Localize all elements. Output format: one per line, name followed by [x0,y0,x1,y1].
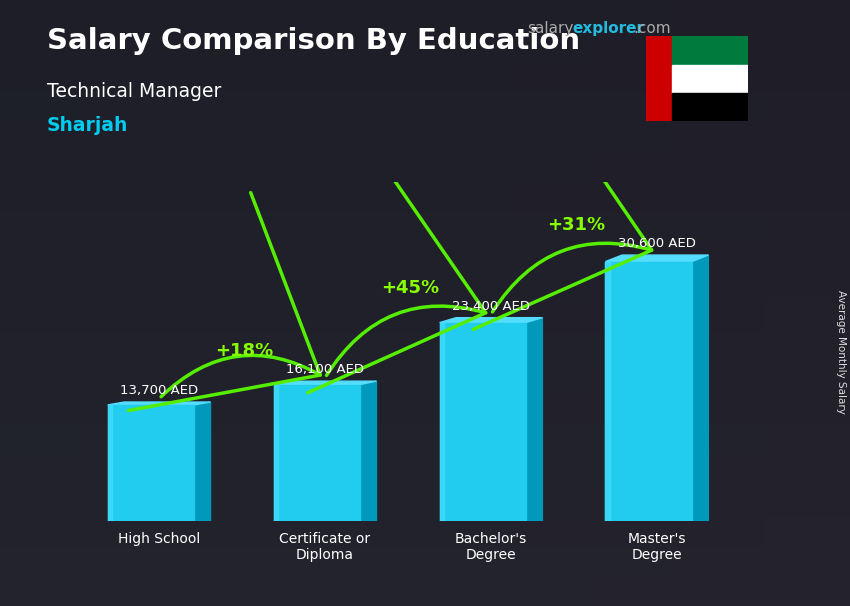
Bar [672,36,748,65]
Text: Salary Comparison By Education: Salary Comparison By Education [47,27,580,55]
FancyArrowPatch shape [473,89,652,330]
Polygon shape [194,402,211,521]
FancyArrowPatch shape [308,152,485,393]
Polygon shape [274,385,360,521]
Polygon shape [108,405,194,521]
Polygon shape [108,402,211,405]
Text: +45%: +45% [382,279,439,296]
Text: Technical Manager: Technical Manager [47,82,221,101]
Polygon shape [605,262,692,521]
Polygon shape [692,255,708,521]
Text: Sharjah: Sharjah [47,116,128,135]
Polygon shape [439,322,444,521]
Text: 30,600 AED: 30,600 AED [618,237,696,250]
Polygon shape [274,385,278,521]
Polygon shape [605,255,708,262]
Text: +18%: +18% [215,342,274,360]
Text: +31%: +31% [547,216,605,234]
Text: 23,400 AED: 23,400 AED [452,299,530,313]
Polygon shape [605,262,609,521]
Text: .com: .com [633,21,671,36]
Polygon shape [439,322,526,521]
Text: explorer: explorer [572,21,644,36]
Bar [646,36,672,121]
Text: salary: salary [527,21,574,36]
Polygon shape [108,405,112,521]
Polygon shape [360,381,377,521]
Text: Average Monthly Salary: Average Monthly Salary [836,290,846,413]
Polygon shape [526,318,542,521]
Polygon shape [274,381,377,385]
Bar [672,93,748,121]
FancyArrowPatch shape [128,193,320,411]
Bar [672,65,748,93]
Text: 13,700 AED: 13,700 AED [120,384,198,397]
Text: 16,100 AED: 16,100 AED [286,363,364,376]
Polygon shape [439,318,542,322]
